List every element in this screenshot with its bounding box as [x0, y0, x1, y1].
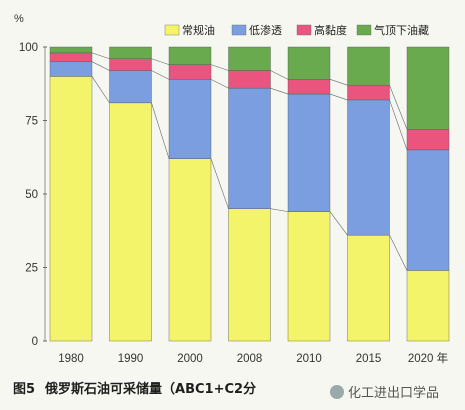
- bar-segment-1-2015: [347, 234, 390, 342]
- x-tick-label: 2020 年: [408, 351, 448, 365]
- legend-swatch-3: [296, 24, 312, 36]
- bar-segment-2-2020年: [406, 149, 450, 271]
- connector-line: [210, 64, 229, 71]
- y-tick-label: 50: [25, 189, 38, 201]
- bars-group: [49, 46, 450, 342]
- bar-segment-1-2020年: [406, 270, 450, 342]
- connector-line: [151, 58, 170, 65]
- figure-title: 俄罗斯石油可采储量（ABC1+C2分: [45, 382, 257, 397]
- connector-line: [91, 52, 110, 60]
- y-tick-label: 25: [25, 263, 38, 275]
- x-tick-label: 1990: [118, 353, 144, 365]
- bar-segment-3-1980: [49, 52, 93, 62]
- connector-line: [270, 70, 289, 80]
- connector-line: [210, 79, 229, 89]
- bar-segment-1-2010: [287, 211, 331, 342]
- connector-line: [389, 85, 408, 130]
- bar-segment-1-1990: [109, 102, 152, 342]
- bar-segment-4-2000: [168, 46, 212, 65]
- bar-segment-3-2008: [228, 70, 271, 89]
- y-tick-label: 0: [32, 336, 38, 348]
- watermark-text: 化工进出口学品: [348, 386, 440, 401]
- legend-label-2: 低渗透: [249, 23, 282, 37]
- bar-segment-4-1980: [49, 46, 93, 54]
- bar-segment-3-2020年: [406, 129, 450, 151]
- connector-line: [151, 102, 170, 159]
- figure-number: 图5: [13, 382, 36, 397]
- bar-segment-3-2010: [287, 79, 331, 95]
- connector-line: [210, 158, 229, 209]
- legend-swatch-1: [164, 24, 180, 36]
- x-tick-label: 1980: [58, 353, 84, 365]
- y-axis-ticks: 0 25 50 75 100: [19, 42, 47, 348]
- connector-line: [329, 211, 348, 236]
- x-tick-label: 2010: [296, 353, 322, 365]
- connector-line: [389, 235, 408, 271]
- connector-line: [91, 61, 110, 71]
- bar-segment-4-2020年: [406, 46, 450, 130]
- x-tick-label: 2008: [237, 353, 263, 365]
- bar-segment-4-2015: [347, 46, 390, 86]
- bar-segment-1-2008: [228, 208, 271, 342]
- bar-segment-1-2000: [168, 158, 212, 342]
- bar-segment-1-1980: [49, 76, 93, 342]
- bar-segment-2-1990: [109, 70, 152, 104]
- legend-label-4: 气顶下油藏: [374, 23, 429, 37]
- y-tick-label: 100: [19, 42, 38, 54]
- bar-connectors: [91, 52, 408, 271]
- legend-label-1: 常规油: [182, 23, 215, 37]
- figure-caption: 图5 俄罗斯石油可采储量（ABC1+C2分: [13, 378, 453, 397]
- bar-segment-3-2015: [347, 85, 390, 101]
- legend-swatch-4: [356, 24, 372, 36]
- legend-label-3: 高黏度: [314, 23, 347, 37]
- connector-line: [270, 87, 289, 95]
- bar-segment-3-1990: [109, 58, 152, 71]
- legend-swatch-2: [231, 24, 247, 36]
- bar-segment-2-2008: [228, 87, 271, 209]
- bar-segment-2-2010: [287, 93, 331, 212]
- bar-segment-4-2008: [228, 46, 271, 71]
- bar-segment-4-1990: [109, 46, 152, 59]
- stacked-bar-chart: 常规油 低渗透 高黏度 气顶下油藏 % 0 25 50 75 100 1980 1990 2000…: [14, 13, 450, 365]
- bar-segment-2-2000: [168, 79, 212, 159]
- y-axis-unit: %: [14, 13, 24, 25]
- connector-line: [91, 76, 110, 104]
- connector-line: [329, 93, 348, 101]
- connector-line: [270, 208, 289, 212]
- connector-line: [329, 79, 348, 86]
- x-axis-ticks: 1980 1990 2000 2008 2010 2015 2020 年: [58, 351, 448, 365]
- y-tick-label: 75: [25, 116, 38, 128]
- bar-segment-2-2015: [347, 99, 390, 236]
- bar-segment-3-2000: [168, 64, 212, 80]
- bar-segment-2-1980: [49, 61, 93, 77]
- connector-line: [151, 70, 170, 80]
- wechat-icon: [330, 385, 344, 399]
- watermark: 化工进出口学品: [330, 382, 439, 401]
- x-tick-label: 2015: [356, 353, 382, 365]
- legend: 常规油 低渗透 高黏度 气顶下油藏: [164, 23, 429, 37]
- connector-line: [389, 99, 408, 150]
- bar-segment-4-2010: [287, 46, 331, 80]
- x-tick-label: 2000: [177, 353, 203, 365]
